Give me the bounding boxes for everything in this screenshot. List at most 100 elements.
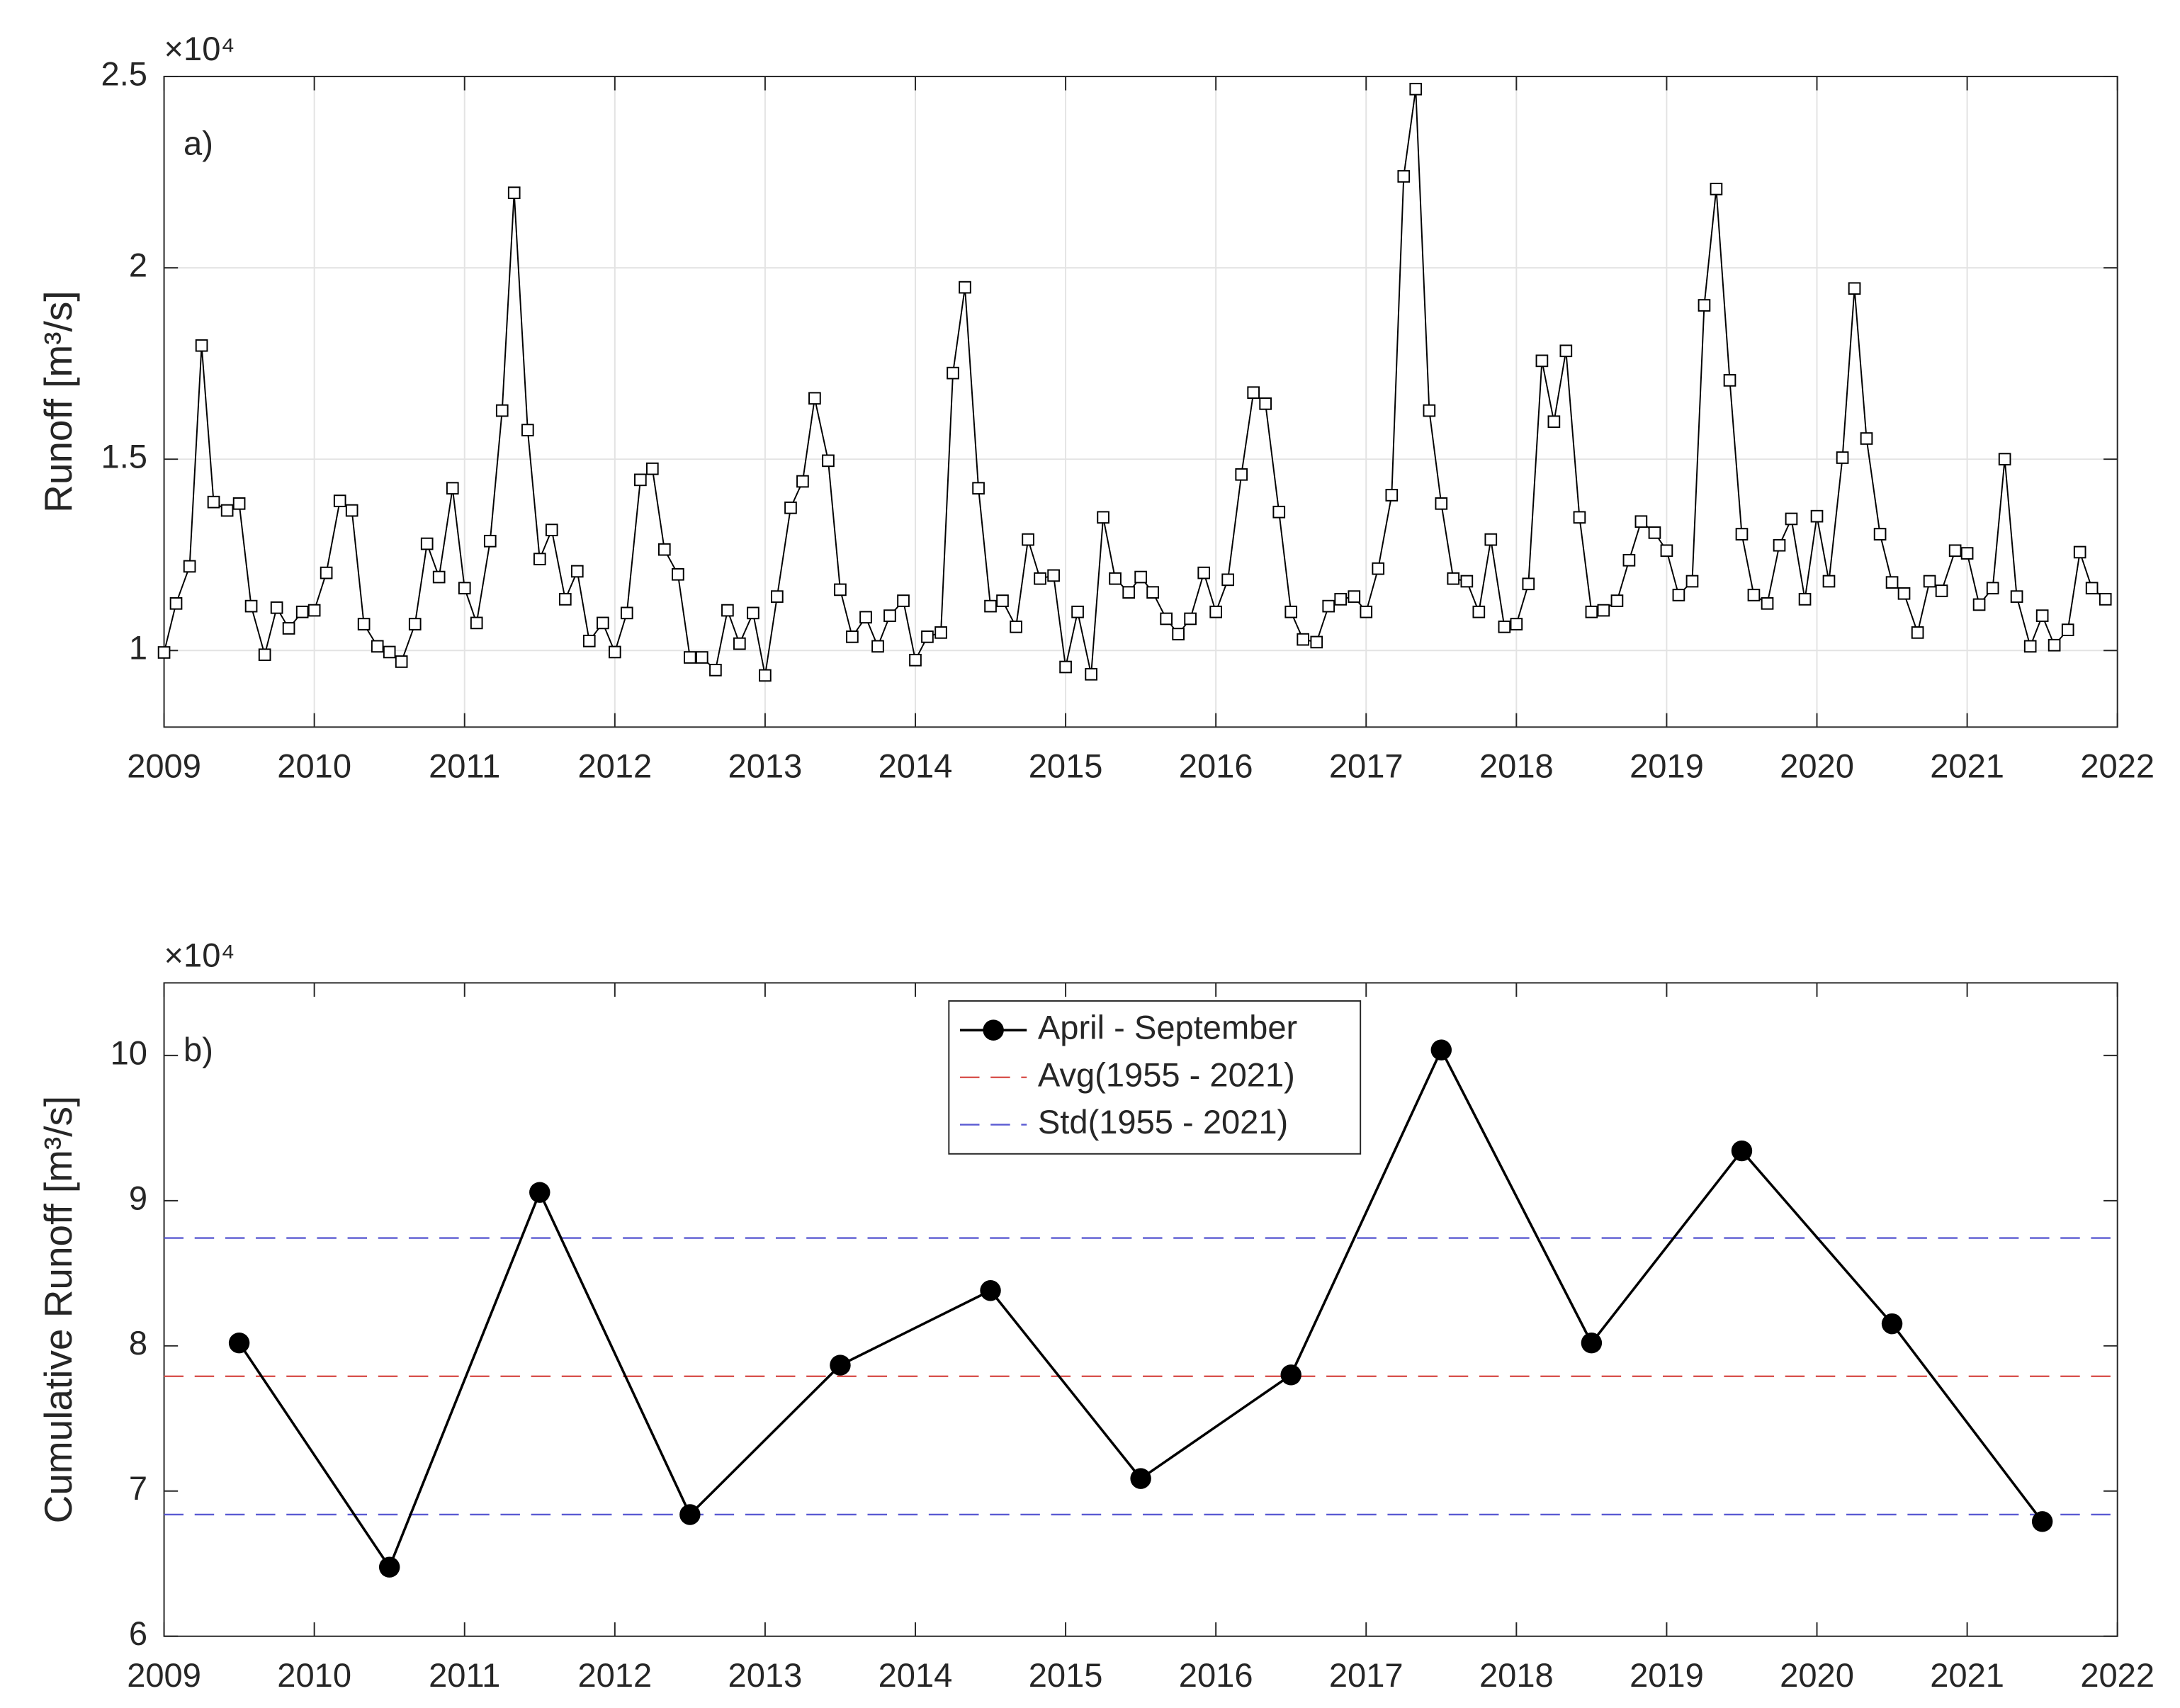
- data-point: [759, 669, 772, 682]
- y-tick-label: 2: [129, 246, 147, 283]
- data-point: [1160, 612, 1173, 626]
- x-tick-label: 2019: [1630, 1656, 1704, 1694]
- data-point: [947, 366, 959, 380]
- data-point: [1085, 667, 1097, 681]
- data-point: [228, 1332, 250, 1354]
- y-axis-label: Runoff [m³/s]: [36, 290, 80, 512]
- data-point: [1573, 511, 1586, 524]
- data-point: [897, 594, 910, 607]
- data-point: [307, 604, 321, 617]
- data-point: [1397, 170, 1411, 183]
- data-point: [1685, 575, 1699, 588]
- data-point: [1430, 1039, 1452, 1061]
- data-point: [1172, 628, 1185, 640]
- data-point: [959, 281, 971, 294]
- data-point: [1297, 633, 1310, 646]
- data-point: [1698, 299, 1711, 312]
- data-point: [1660, 544, 1673, 558]
- data-point: [1535, 354, 1549, 368]
- data-point: [1622, 553, 1636, 567]
- data-point: [634, 473, 647, 487]
- data-point: [1731, 1140, 1753, 1162]
- x-tick-label: 2022: [2080, 747, 2154, 785]
- data-point: [620, 606, 633, 620]
- data-point: [1134, 570, 1147, 584]
- x-tick-label: 2010: [277, 1656, 351, 1694]
- data-point: [859, 611, 872, 624]
- y-axis-label: Cumulative Runoff [m³/s]: [36, 1096, 80, 1524]
- data-point: [921, 630, 934, 643]
- y-tick-label: 1: [129, 629, 147, 667]
- data-point: [1221, 573, 1234, 587]
- data-point: [1235, 468, 1248, 481]
- data-point: [582, 634, 596, 647]
- y-multiplier: ×10⁴: [164, 937, 235, 974]
- data-point: [1522, 577, 1535, 591]
- data-point: [1385, 489, 1399, 502]
- data-point: [747, 606, 759, 620]
- data-point: [378, 1556, 400, 1578]
- data-point: [1059, 660, 1072, 674]
- x-tick-label: 2019: [1630, 747, 1704, 785]
- data-point: [183, 560, 196, 573]
- data-point: [220, 504, 234, 517]
- data-point: [1498, 620, 1511, 633]
- data-point: [1460, 575, 1474, 588]
- data-point: [771, 590, 784, 603]
- data-point: [483, 534, 497, 548]
- data-point: [1672, 589, 1685, 601]
- data-point: [1310, 635, 1323, 649]
- data-point: [784, 501, 797, 514]
- data-point: [1280, 1364, 1301, 1386]
- data-point: [980, 1280, 1001, 1301]
- data-point: [657, 543, 671, 556]
- panel-label: b): [183, 1031, 213, 1068]
- data-point: [559, 593, 572, 606]
- data-point: [1773, 538, 1786, 552]
- data-point: [1860, 432, 1873, 445]
- y-multiplier: ×10⁴: [164, 30, 235, 67]
- x-tick-label: 2015: [1029, 1656, 1103, 1694]
- data-point: [984, 599, 997, 613]
- data-point: [2085, 582, 2099, 595]
- data-point: [996, 594, 1009, 607]
- data-point: [2061, 623, 2074, 636]
- data-point: [157, 646, 171, 659]
- data-point: [1998, 453, 2011, 466]
- x-tick-label: 2021: [1930, 747, 2004, 785]
- data-point: [207, 495, 220, 509]
- data-point: [972, 482, 985, 495]
- data-point: [1184, 612, 1197, 626]
- data-point: [1122, 586, 1135, 599]
- data-point: [1986, 582, 1999, 595]
- data-point: [1547, 415, 1561, 429]
- data-point: [679, 1504, 701, 1525]
- data-point: [1747, 589, 1761, 601]
- x-tick-label: 2018: [1479, 1656, 1554, 1694]
- data-point: [232, 497, 246, 510]
- y-tick-label: 2.5: [101, 55, 147, 92]
- data-point: [1785, 512, 1798, 526]
- data-point: [2023, 640, 2037, 653]
- y-tick-label: 10: [111, 1034, 147, 1071]
- data-point: [709, 664, 722, 677]
- x-tick-label: 2014: [879, 747, 953, 785]
- data-point: [282, 622, 295, 635]
- y-tick-label: 7: [129, 1469, 147, 1507]
- data-point: [1435, 497, 1448, 510]
- x-tick-label: 2016: [1179, 747, 1253, 785]
- data-point: [696, 651, 708, 664]
- y-tick-label: 1.5: [101, 438, 147, 475]
- x-tick-label: 2012: [577, 1656, 652, 1694]
- data-point: [495, 404, 509, 417]
- data-point: [1109, 572, 1122, 585]
- y-tick-label: 9: [129, 1179, 147, 1216]
- x-tick-label: 2022: [2080, 1656, 2154, 1694]
- data-point: [834, 583, 847, 596]
- data-point: [458, 582, 471, 595]
- x-tick-label: 2020: [1780, 1656, 1854, 1694]
- data-point: [521, 424, 534, 436]
- data-point: [1761, 597, 1774, 610]
- data-point: [1130, 1468, 1151, 1489]
- data-point: [1723, 374, 1736, 387]
